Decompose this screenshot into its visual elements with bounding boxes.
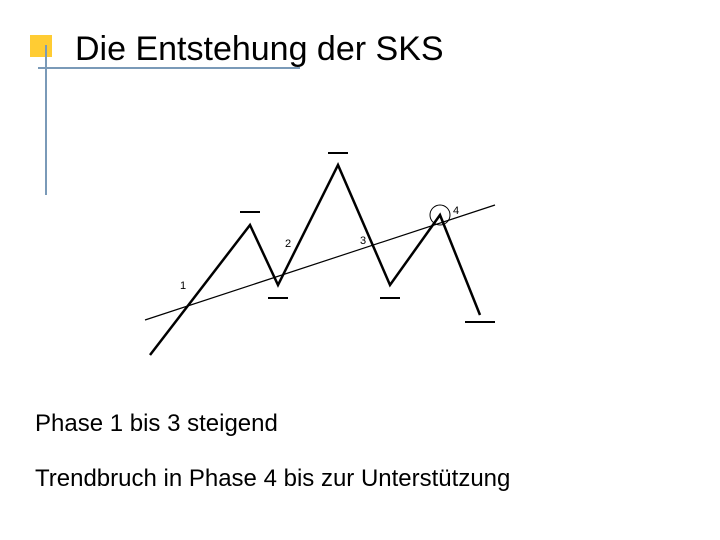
body-text-phase: Phase 1 bis 3 steigend — [35, 410, 278, 438]
phase-label-2: 2 — [285, 238, 291, 250]
decoration-square — [30, 35, 52, 57]
page-title: Die Entstehung der SKS — [75, 30, 444, 69]
phase-label-1: 1 — [180, 280, 186, 292]
phase-label-4: 4 — [453, 205, 459, 217]
sks-chart: 1 2 3 4 — [140, 150, 500, 360]
price-line — [150, 165, 480, 355]
phase-label-3: 3 — [360, 235, 366, 247]
body-text-trendbruch: Trendbruch in Phase 4 bis zur Unterstütz… — [35, 465, 510, 493]
